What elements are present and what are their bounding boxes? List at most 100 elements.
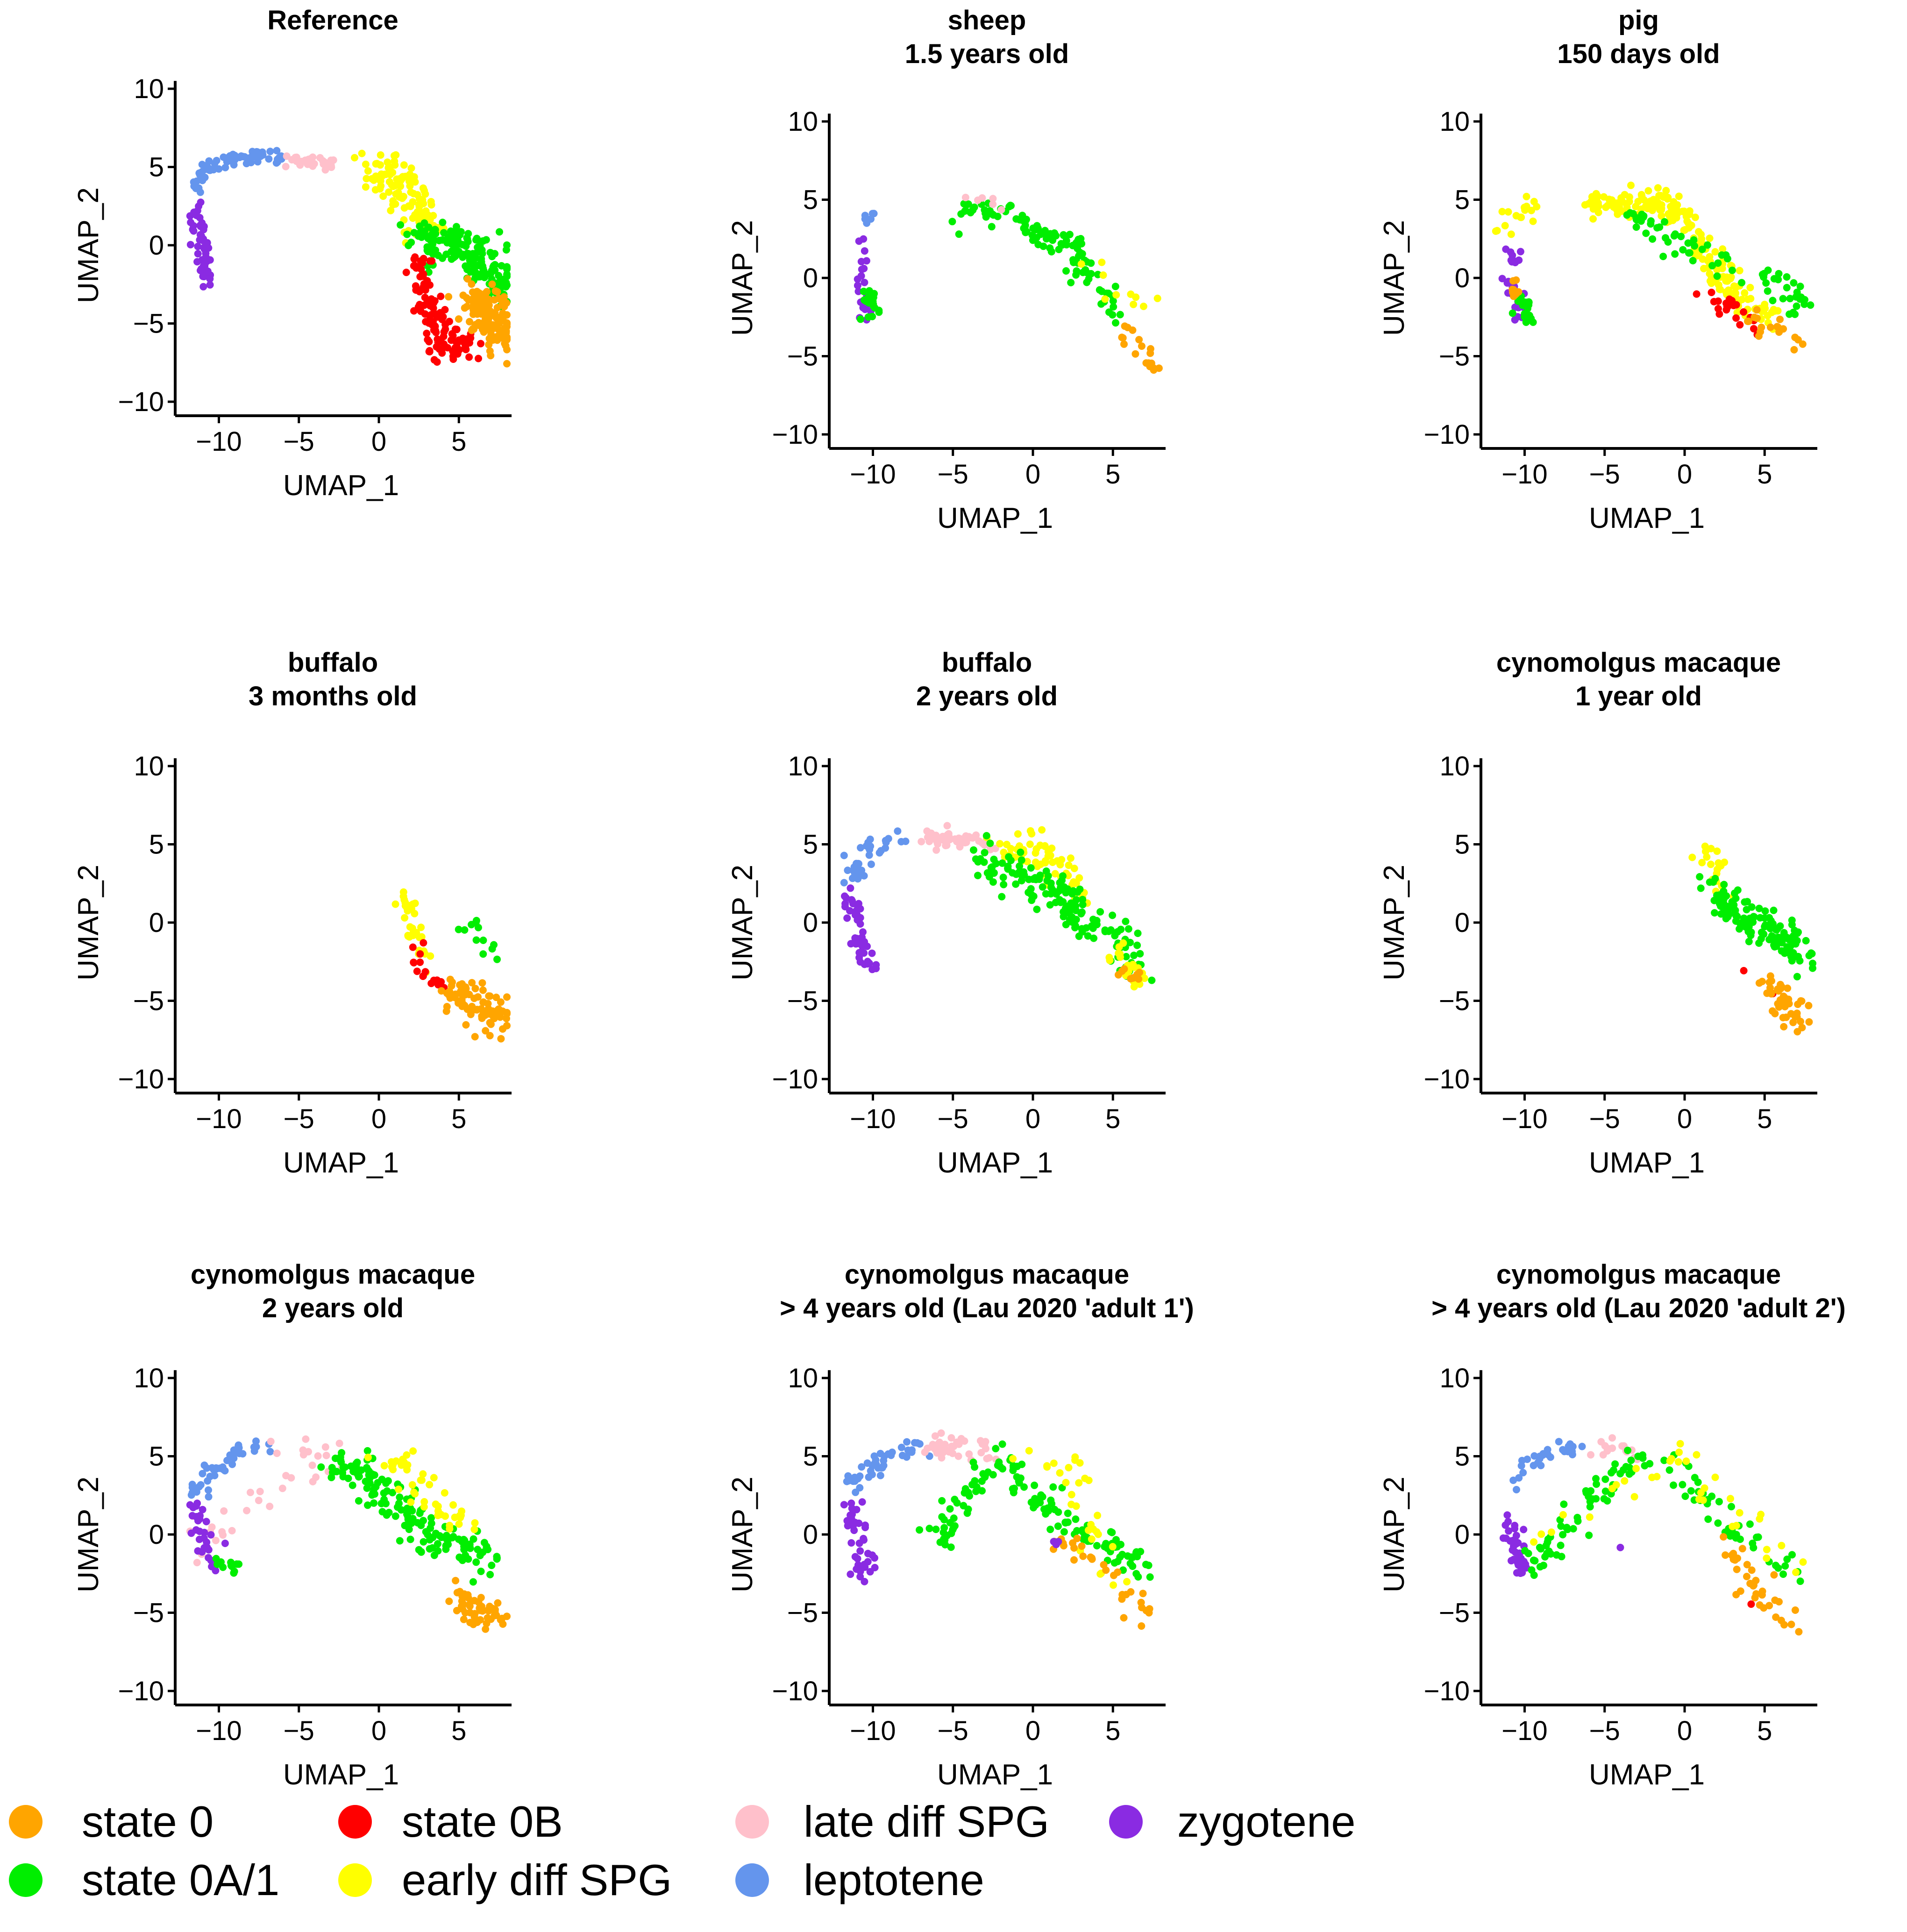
data-point [266, 1502, 274, 1510]
y-tick-label: 5 [149, 152, 164, 183]
data-point [477, 299, 485, 307]
data-point [1771, 943, 1779, 951]
data-point [416, 950, 424, 958]
y-tick-label: −10 [772, 1064, 818, 1094]
data-point [1785, 1000, 1793, 1008]
data-point [1512, 290, 1520, 298]
data-point [273, 147, 281, 155]
data-point [847, 1539, 855, 1547]
data-point [1129, 326, 1137, 334]
data-point [947, 1543, 955, 1551]
x-axis-label: UMAP_1 [937, 1147, 1053, 1179]
data-point [1046, 234, 1053, 242]
data-point [385, 188, 393, 196]
data-point [1697, 1489, 1705, 1497]
data-point [1601, 1487, 1609, 1495]
data-point [1056, 1469, 1064, 1477]
data-point [1027, 864, 1035, 872]
data-point [965, 1450, 973, 1458]
data-point [1787, 1010, 1795, 1018]
x-tick-label: 0 [371, 1104, 386, 1134]
data-point [415, 213, 423, 221]
data-point [398, 1461, 406, 1469]
data-point [233, 1560, 241, 1568]
data-point [1088, 1535, 1096, 1543]
data-point [1514, 1539, 1522, 1547]
data-point [860, 287, 868, 295]
data-point [197, 1481, 205, 1489]
data-point [1032, 858, 1039, 866]
x-axis-label: UMAP_1 [1589, 1759, 1705, 1791]
data-point [400, 161, 408, 169]
data-point [1537, 1530, 1545, 1538]
x-tick-label: −5 [284, 1104, 314, 1134]
y-tick-label: −5 [133, 986, 164, 1016]
data-point [501, 278, 508, 286]
data-point [1544, 1538, 1551, 1546]
data-point [1764, 287, 1772, 295]
data-point [1585, 1531, 1593, 1539]
data-point [992, 859, 1000, 867]
y-tick-label: −5 [133, 1598, 164, 1628]
y-tick-label: 0 [1455, 1520, 1470, 1550]
y-axis-label: UMAP_2 [726, 1477, 759, 1592]
data-point [1743, 898, 1751, 906]
data-point [1525, 298, 1533, 306]
data-point [355, 1472, 363, 1480]
data-point [1711, 1473, 1719, 1481]
data-point [1749, 918, 1757, 926]
data-point [430, 356, 438, 364]
data-point [1043, 877, 1051, 885]
data-point [212, 1555, 220, 1563]
data-point [861, 960, 868, 968]
data-point [479, 986, 487, 994]
data-point [878, 1464, 886, 1472]
panel-title: sheep [948, 5, 1026, 36]
data-point [1072, 1515, 1080, 1523]
data-point [853, 1565, 861, 1573]
y-tick-label: 0 [803, 263, 818, 293]
data-point [467, 268, 475, 276]
data-point [327, 1474, 335, 1481]
data-point [456, 981, 464, 989]
x-tick-label: −10 [850, 1716, 896, 1746]
data-point [970, 846, 977, 854]
data-point [404, 1461, 412, 1469]
data-point [207, 1531, 215, 1539]
data-point [407, 1498, 415, 1506]
data-point [299, 1451, 307, 1459]
data-point [395, 1485, 403, 1493]
data-point [1805, 1002, 1813, 1009]
data-point [499, 1025, 506, 1033]
data-point [1067, 1491, 1075, 1499]
data-point [932, 1526, 940, 1533]
data-point [1681, 1492, 1689, 1500]
data-point [1065, 1463, 1073, 1471]
data-point [851, 934, 859, 942]
data-point [1761, 907, 1769, 915]
data-point [1648, 1473, 1656, 1481]
data-point [490, 941, 498, 949]
data-point [1146, 345, 1154, 353]
data-point [1682, 1457, 1690, 1465]
data-point [1146, 1605, 1153, 1613]
data-point [1041, 842, 1049, 850]
data-point [252, 1437, 260, 1445]
data-point [1796, 957, 1804, 965]
data-point [1779, 295, 1787, 303]
data-point [868, 966, 876, 973]
y-tick-label: −5 [1439, 1598, 1470, 1628]
legend-label: state 0B [402, 1797, 563, 1846]
data-point [964, 1506, 972, 1513]
data-point [1007, 857, 1015, 864]
data-point [1499, 1534, 1507, 1542]
data-point [186, 241, 194, 249]
data-point [472, 936, 480, 944]
data-point [929, 1441, 937, 1449]
data-point [847, 1570, 854, 1578]
data-point [496, 1013, 504, 1021]
data-point [1793, 929, 1801, 937]
data-point [1744, 317, 1752, 325]
data-point [1075, 874, 1083, 882]
data-point [861, 278, 868, 286]
